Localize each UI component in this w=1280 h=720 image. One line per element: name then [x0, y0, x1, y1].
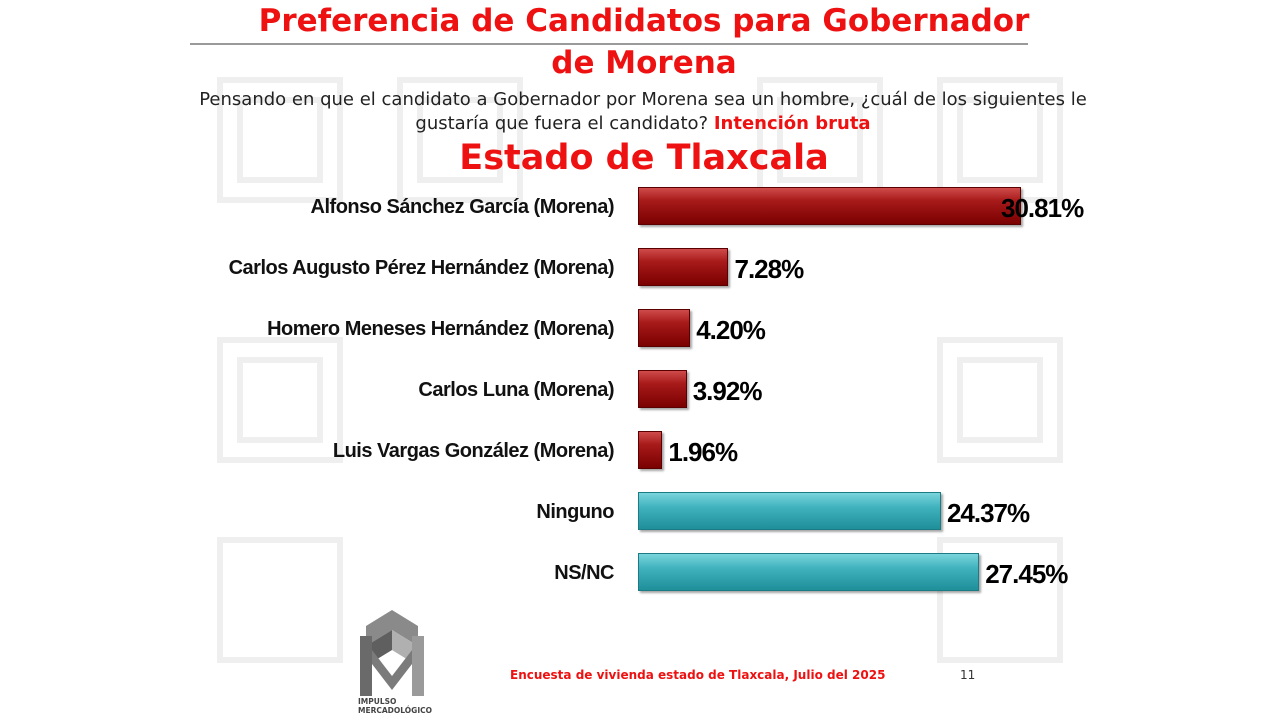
bar: [638, 553, 980, 591]
category-label: Carlos Augusto Pérez Hernández (Morena): [228, 257, 615, 279]
data-label: 7.28%: [734, 254, 804, 284]
category-label: Carlos Luna (Morena): [418, 379, 614, 401]
bar: [638, 309, 691, 347]
category-label: Ninguno: [536, 501, 614, 523]
data-label: 3.92%: [692, 376, 763, 406]
category-label: Alfonso Sánchez García (Morena): [310, 196, 615, 218]
chart-title-line1: Preferencia de Candidatos para Gobernado…: [258, 3, 1030, 39]
bar: [638, 187, 1021, 225]
category-label: NS/NC: [554, 562, 614, 584]
category-label: Homero Meneses Hernández (Morena): [267, 318, 614, 340]
question-highlight: Intención bruta: [713, 113, 871, 134]
data-label: 1.96%: [668, 437, 738, 467]
survey-question: Pensando en que el candidato a Gobernado…: [190, 88, 1096, 136]
state-subtitle: Estado de Tlaxcala: [459, 138, 829, 178]
data-label: 30.81%: [1001, 193, 1084, 223]
bar: [638, 248, 729, 286]
category-label: Luis Vargas González (Morena): [332, 440, 615, 462]
chart-title-line2: de Morena: [551, 45, 737, 81]
question-text: Pensando en que el candidato a Gobernado…: [199, 89, 1087, 134]
background-pattern: [217, 77, 1063, 663]
bar: [638, 492, 941, 530]
footer-source: Encuesta de vivienda estado de Tlaxcala,…: [510, 668, 886, 682]
page-number: 11: [960, 668, 976, 682]
data-label: 4.20%: [696, 315, 766, 345]
bar: [638, 370, 687, 408]
logo-text-mercadologico: MERCADOLÓGICO: [358, 706, 432, 715]
title-divider: [190, 43, 1028, 45]
impulso-mercadologico-logo: [360, 610, 424, 696]
data-label: 27.45%: [985, 559, 1068, 589]
logo-text-impulso: IMPULSO: [358, 697, 397, 706]
bar: [638, 431, 663, 469]
data-label: 24.37%: [946, 498, 1030, 528]
